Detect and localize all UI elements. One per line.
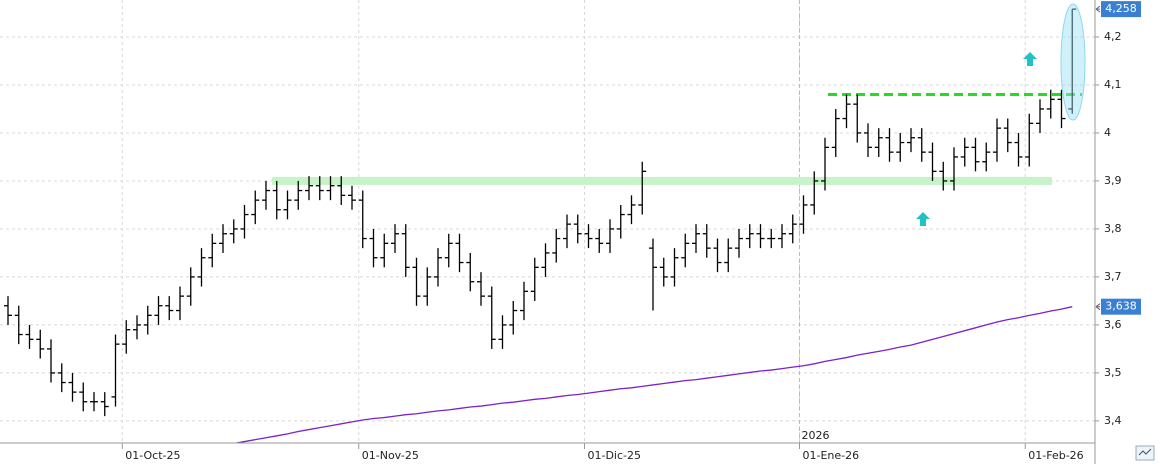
- y-tick-label: 4,1: [1104, 78, 1122, 91]
- y-tick-label: 4,2: [1104, 30, 1122, 43]
- y-tick-label: 4: [1104, 126, 1111, 139]
- settings-icon-glyph: [1138, 448, 1152, 456]
- y-tick-label: 3,8: [1104, 222, 1122, 235]
- last-value-label: 3,638: [1105, 300, 1137, 313]
- last-value-label: 4,258: [1105, 2, 1137, 15]
- y-tick-label: 3,5: [1104, 366, 1122, 379]
- x-tick-label: 01-Oct-25: [125, 449, 180, 462]
- arrow-up: [916, 212, 930, 226]
- y-tick-label: 3,7: [1104, 270, 1122, 283]
- year-marker: 2026: [802, 429, 830, 442]
- x-tick-label: 01-Feb-26: [1028, 449, 1083, 462]
- last-value-box: [1101, 298, 1141, 315]
- plot-area: [4, 8, 1082, 443]
- x-tick-label: 01-Ene-26: [803, 449, 860, 462]
- arrow-up: [1023, 52, 1037, 66]
- y-tick-label: 3,4: [1104, 414, 1122, 427]
- last-value-box: [1101, 1, 1141, 18]
- last-value-pointer: [1095, 5, 1101, 13]
- last-value-pointer: [1095, 303, 1101, 311]
- grid: [0, 0, 1095, 443]
- moving-average: [233, 306, 1073, 443]
- x-tick-label: 01-Dic-25: [588, 449, 642, 462]
- highlight-ellipse: [1060, 3, 1086, 121]
- support-band: [272, 176, 1052, 185]
- x-tick-label: 01-Nov-25: [362, 449, 419, 462]
- y-tick-label: 3,9: [1104, 174, 1122, 187]
- y-tick-label: 3,6: [1104, 318, 1122, 331]
